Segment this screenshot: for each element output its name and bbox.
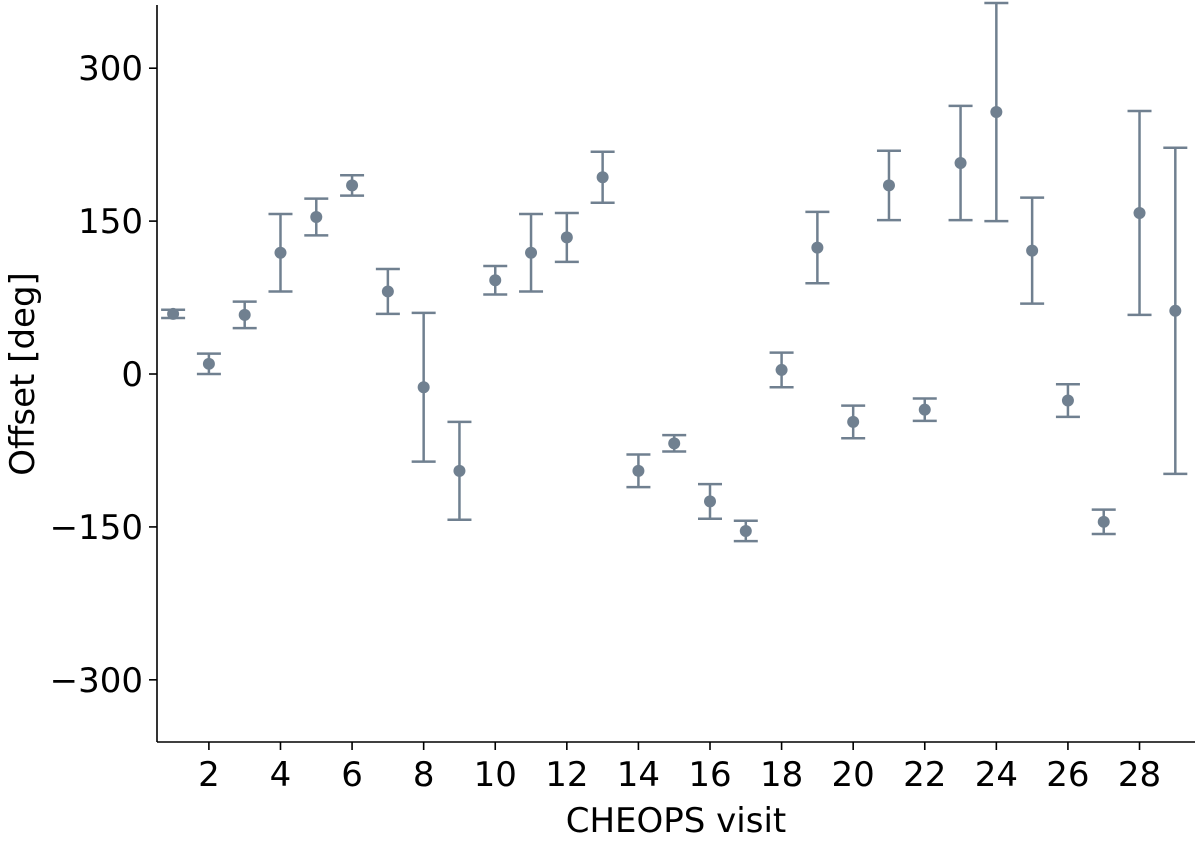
point	[596, 171, 609, 184]
point	[560, 231, 573, 244]
point	[882, 179, 895, 192]
x-tick-label: 8	[413, 755, 435, 795]
point	[775, 363, 788, 376]
x-tick-label: 10	[474, 755, 517, 795]
x-tick-label: 26	[1046, 755, 1089, 795]
point	[417, 381, 430, 394]
point	[453, 464, 466, 477]
y-tick-label: 150	[78, 202, 143, 242]
x-tick-label: 12	[545, 755, 588, 795]
point	[1097, 515, 1110, 528]
point	[381, 285, 394, 298]
point	[1169, 304, 1182, 317]
point	[632, 464, 645, 477]
y-tick-label: 300	[78, 49, 143, 89]
point	[1133, 206, 1146, 219]
point	[489, 274, 502, 287]
y-tick-label: −300	[50, 661, 143, 701]
point	[847, 415, 860, 428]
y-tick-label: 0	[121, 355, 143, 395]
x-tick-label: 22	[903, 755, 946, 795]
point	[274, 246, 287, 259]
y-axis-label: Offset [deg]	[3, 272, 43, 476]
x-tick-label: 4	[270, 755, 292, 795]
point	[704, 495, 717, 508]
point	[668, 437, 681, 450]
point	[811, 241, 824, 254]
x-tick-label: 24	[975, 755, 1018, 795]
point	[1026, 244, 1039, 257]
point	[1061, 394, 1074, 407]
x-tick-label: 18	[760, 755, 803, 795]
y-tick-label: −150	[50, 508, 143, 548]
x-tick-label: 16	[688, 755, 731, 795]
x-tick-label: 6	[341, 755, 363, 795]
point	[167, 307, 180, 320]
point	[238, 308, 251, 321]
point	[739, 524, 752, 537]
x-tick-label: 28	[1118, 755, 1161, 795]
x-tick-label: 20	[832, 755, 875, 795]
point	[990, 106, 1003, 119]
point	[525, 246, 538, 259]
point	[918, 403, 931, 416]
point	[346, 179, 359, 192]
x-tick-label: 14	[617, 755, 660, 795]
point	[202, 357, 215, 370]
point	[310, 211, 323, 224]
x-axis-label: CHEOPS visit	[566, 801, 787, 841]
point	[954, 157, 967, 170]
x-tick-label: 2	[198, 755, 220, 795]
